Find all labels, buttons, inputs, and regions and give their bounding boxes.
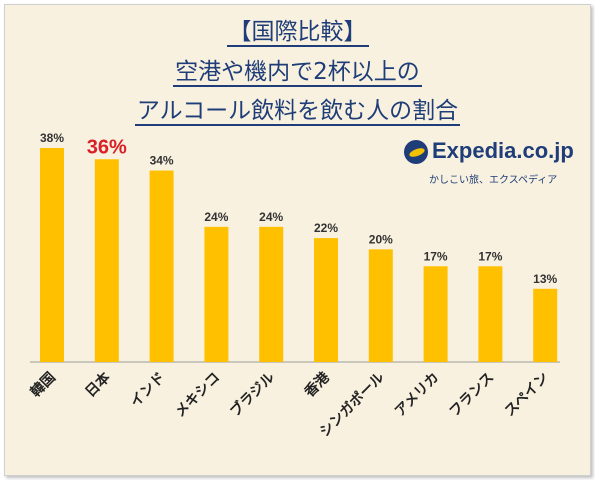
value-label-5: 24% — [259, 210, 283, 224]
value-label-9: 17% — [478, 249, 502, 263]
title-line-1-text: 【国際比較】 — [226, 19, 369, 47]
category-label-10: スペイン — [502, 370, 552, 420]
category-label-2: 日本 — [82, 368, 115, 401]
title-line-2-text: 空港や機内で2杯以上の — [173, 59, 422, 87]
value-label-4: 24% — [204, 210, 228, 224]
value-labels-group: 38% 36% 34% 24% 24% 22% 20% 17% 17% 13% — [40, 131, 558, 286]
bars-group — [40, 148, 558, 362]
bar-2 — [94, 159, 119, 362]
title-line-2: 空港や機内で2杯以上の — [0, 52, 595, 87]
logo-name: Expedia.co.jp — [432, 138, 574, 163]
category-label-8: アメリカ — [392, 370, 442, 420]
globe-plane-icon — [404, 140, 428, 164]
title-line-1: 【国際比較】 — [0, 12, 595, 47]
bar-4 — [204, 226, 229, 362]
category-label-9: フランス — [447, 370, 498, 421]
bar-10 — [533, 288, 558, 362]
category-label-6: 香港 — [300, 368, 333, 401]
value-label-10: 13% — [533, 272, 557, 286]
title-line-3: アルコール飲料を飲む人の割合 — [0, 91, 595, 126]
logo-tagline: かしこい旅、エクスペディア — [429, 175, 558, 186]
value-label-2: 36% — [87, 136, 127, 158]
bar-3 — [149, 170, 174, 362]
value-label-3: 34% — [150, 154, 174, 168]
bar-6 — [314, 238, 338, 362]
bar-8 — [423, 266, 448, 362]
value-label-6: 22% — [314, 221, 338, 235]
value-label-1: 38% — [40, 131, 64, 145]
value-label-8: 17% — [424, 249, 448, 263]
category-label-3: インド — [127, 370, 168, 411]
expedia-logo: Expedia.co.jp かしこい旅、エクスペディア — [404, 138, 574, 190]
value-label-7: 20% — [369, 232, 393, 246]
category-label-1: 韓国 — [27, 369, 59, 401]
title-line-3-text: アルコール飲料を飲む人の割合 — [134, 98, 461, 126]
bar-9 — [478, 266, 503, 362]
bar-7 — [368, 249, 393, 362]
bar-5 — [259, 226, 284, 362]
category-label-5: ブラジル — [227, 369, 278, 420]
category-label-4: メキシコ — [172, 370, 223, 421]
bar-1 — [40, 148, 64, 362]
